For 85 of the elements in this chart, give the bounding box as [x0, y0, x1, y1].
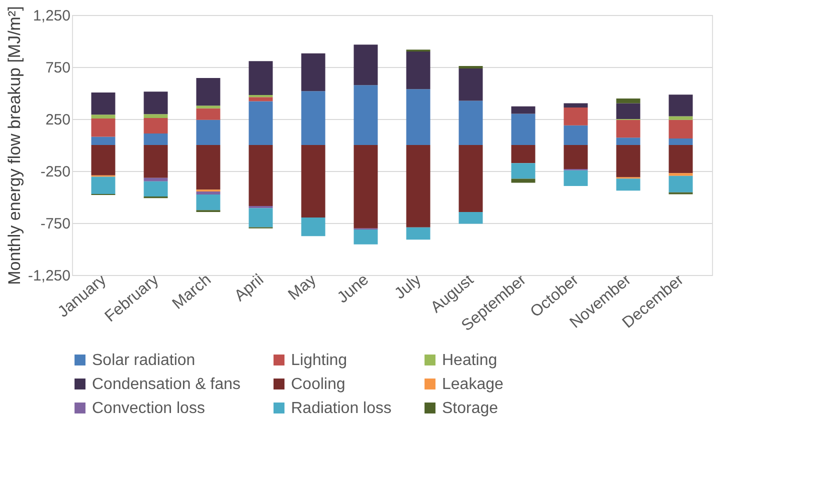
bar	[668, 145, 693, 174]
bar	[91, 136, 116, 145]
bar	[668, 94, 693, 116]
bar	[196, 108, 220, 120]
bar	[511, 178, 536, 183]
legend-label: Cooling	[291, 376, 346, 393]
bar	[248, 101, 273, 145]
bar	[616, 178, 640, 191]
bar	[668, 176, 693, 192]
bar	[91, 114, 116, 118]
bar	[144, 178, 168, 182]
bar	[406, 89, 430, 145]
bar	[248, 208, 273, 228]
y-tick-label: 1,250	[32, 8, 70, 24]
x-tick-label: May	[285, 271, 320, 304]
bar	[616, 103, 640, 119]
y-tick-label: -250	[40, 164, 70, 180]
bar	[144, 181, 168, 196]
bar	[248, 97, 273, 102]
bar	[144, 145, 168, 178]
bar	[196, 78, 220, 106]
bar	[196, 145, 220, 190]
bar	[354, 145, 378, 228]
bar	[458, 66, 483, 68]
bar	[301, 145, 326, 218]
legend-label: Solar radiation	[92, 352, 196, 369]
bar	[668, 116, 693, 120]
bar	[91, 176, 116, 194]
bar	[144, 92, 168, 114]
bar	[511, 163, 536, 179]
bar	[616, 145, 640, 178]
bar	[301, 217, 326, 236]
y-tick-label: 750	[45, 60, 70, 76]
bar	[354, 230, 378, 244]
bar	[511, 114, 536, 145]
bar	[511, 145, 536, 164]
bar	[91, 118, 116, 137]
legend-label: Leakage	[442, 376, 504, 393]
bar	[248, 61, 273, 95]
y-tick-label: 250	[45, 112, 70, 128]
bar	[91, 92, 116, 115]
bar	[668, 120, 693, 138]
legend-label: Condensation & fans	[92, 376, 241, 393]
bar	[616, 98, 640, 104]
legend-label: Storage	[442, 400, 498, 417]
bar	[616, 138, 640, 145]
bar	[458, 212, 483, 224]
legend-label: Lighting	[291, 352, 348, 369]
bar	[91, 145, 116, 176]
y-axis-title: Monthly energy flow breakup [MJ/m²]	[4, 6, 24, 285]
bar	[196, 106, 220, 108]
bar	[144, 118, 168, 134]
bar	[458, 100, 483, 145]
bar	[196, 191, 220, 195]
bar	[564, 145, 588, 170]
bar	[144, 114, 168, 118]
bar	[354, 44, 378, 86]
bar	[248, 206, 273, 208]
bar	[616, 120, 640, 138]
bar	[301, 53, 326, 92]
legend-label: Convection loss	[92, 400, 205, 417]
bar	[564, 170, 588, 186]
bar	[301, 91, 326, 145]
bar	[196, 120, 220, 145]
legend-label: Radiation loss	[291, 400, 392, 417]
bar	[354, 85, 378, 145]
bar	[406, 227, 430, 240]
bar	[564, 103, 588, 108]
bar	[458, 68, 483, 101]
bar	[196, 194, 220, 210]
bar	[668, 173, 693, 176]
bar	[564, 125, 588, 145]
bar	[144, 134, 168, 145]
y-tick-label: -750	[40, 216, 70, 232]
bar	[406, 145, 430, 228]
x-tick-label: July	[392, 271, 425, 303]
bar	[668, 138, 693, 145]
bar	[406, 52, 430, 90]
bar	[458, 145, 483, 212]
bar	[248, 145, 273, 206]
legend-label: Heating	[442, 352, 498, 369]
bar	[511, 106, 536, 114]
bar	[564, 108, 588, 126]
bar	[248, 94, 273, 98]
x-tick-label: June	[334, 271, 372, 307]
